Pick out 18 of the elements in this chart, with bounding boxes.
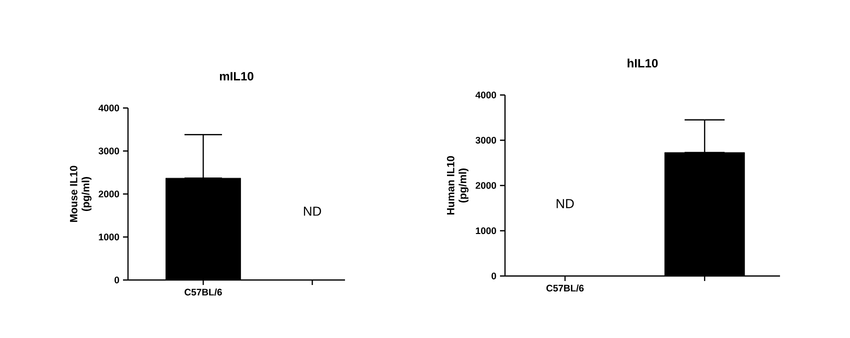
- annotation: ND: [304, 206, 322, 216]
- y-tick-label: 4000: [475, 92, 496, 98]
- y-tick-label: 0: [114, 276, 120, 284]
- y-tick-label: 2000: [476, 182, 496, 189]
- y-tick-label: 1000: [476, 227, 496, 234]
- y-tick-label: 1000: [98, 234, 120, 240]
- y-axis-title: Human IL10 (pg/ml): [446, 156, 468, 215]
- y-axis-title: Mouse IL10 (pg/ml): [70, 166, 92, 222]
- annotation: ND: [556, 199, 574, 208]
- y-tick-label: 2000: [98, 190, 120, 198]
- y-tick-label: 4000: [98, 104, 120, 112]
- y-tick-label: 3000: [476, 136, 496, 144]
- y-tick-label: 3000: [98, 148, 120, 154]
- x-tick-label: C57BL/6: [184, 288, 222, 296]
- x-tick-label: C57BL/6: [546, 284, 584, 292]
- y-tick-label: 0: [492, 272, 496, 280]
- chart-title: mIL10: [220, 72, 254, 80]
- chart-title: hIL10: [628, 58, 658, 68]
